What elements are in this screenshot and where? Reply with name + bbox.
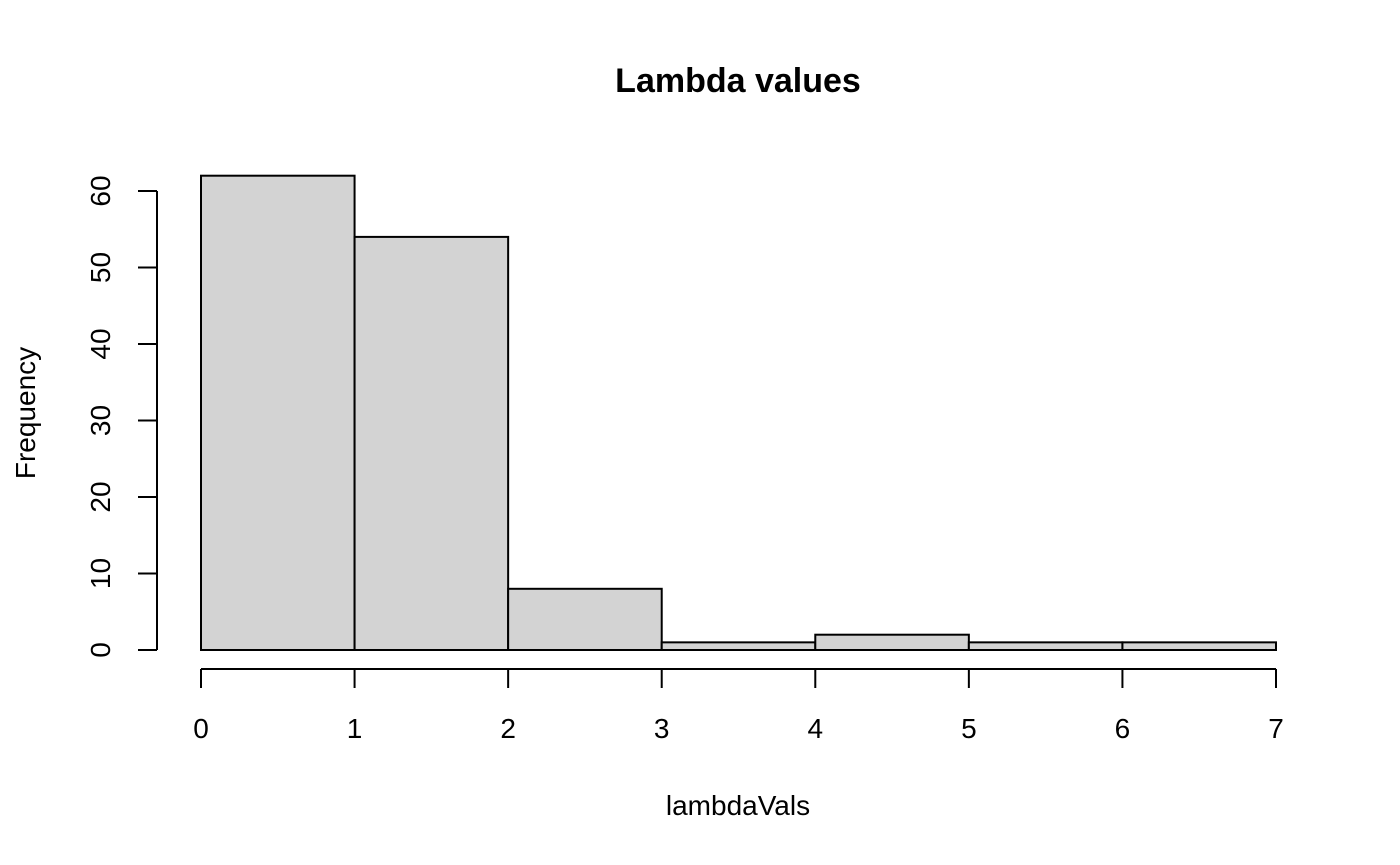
- y-tick-label-3: 30: [85, 405, 116, 436]
- x-tick-label-1: 1: [347, 713, 363, 744]
- y-tick-label-4: 40: [85, 328, 116, 359]
- x-tick-label-4: 4: [807, 713, 823, 744]
- histogram-bar-5: [967, 641, 1124, 651]
- x-tick-label-7: 7: [1268, 713, 1284, 744]
- x-tick-label-6: 6: [1115, 713, 1131, 744]
- x-tick-label-2: 2: [500, 713, 516, 744]
- histogram-bar-6: [1121, 641, 1278, 651]
- y-tick-label-1: 10: [85, 558, 116, 589]
- y-tick-label-2: 20: [85, 481, 116, 512]
- histogram-bar-4: [814, 633, 970, 652]
- y-tick-label-5: 50: [85, 252, 116, 283]
- bars-group: [200, 174, 1278, 652]
- y-tick-label-6: 60: [85, 175, 116, 206]
- x-tick-label-3: 3: [654, 713, 670, 744]
- histogram-bar-1: [353, 235, 510, 651]
- x-tick-label-0: 0: [193, 713, 209, 744]
- y-axis-label: Frequency: [10, 347, 41, 479]
- histogram-bar-3: [660, 641, 817, 651]
- x-tick-label-5: 5: [961, 713, 977, 744]
- x-axis: 0 1 2 3 4 5 6 7: [193, 668, 1284, 744]
- histogram-bar-0: [200, 174, 356, 651]
- y-tick-label-0: 0: [85, 642, 116, 658]
- chart-title: Lambda values: [615, 62, 861, 100]
- y-axis: 0 10 20 30 40 50 60: [85, 175, 158, 658]
- x-axis-label: lambdaVals: [666, 790, 810, 821]
- histogram-bar-2: [507, 587, 663, 651]
